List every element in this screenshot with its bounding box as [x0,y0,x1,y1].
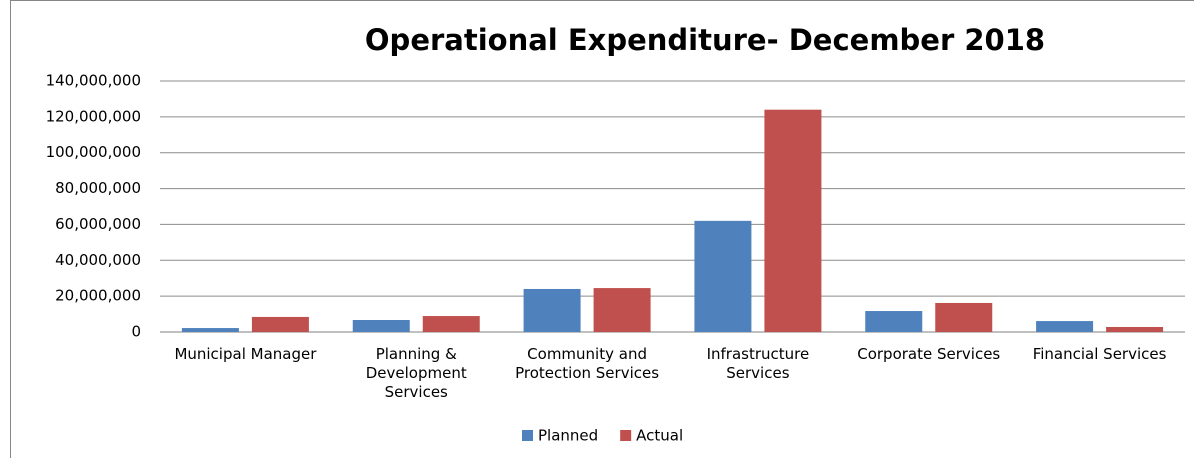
y-tick-label: 80,000,000 [55,179,141,197]
bar [694,220,752,332]
x-tick-label: Corporate Services [857,345,1001,363]
legend-swatch [522,430,533,441]
y-tick-label: 100,000,000 [46,143,141,161]
bar [523,288,581,332]
bar [1106,326,1164,332]
bar [352,319,410,332]
legend-label: Planned [538,427,598,445]
x-tick-label: Financial Services [1032,345,1167,363]
y-tick-label: 20,000,000 [55,287,141,305]
chart-border [10,0,1194,458]
x-tick-label: Community and Protection Services [515,345,660,382]
chart-title: Operational Expenditure- December 2018 [365,23,1045,57]
bar [593,288,651,332]
bar [251,316,309,332]
bar [1036,321,1094,332]
x-tick-label: Planning & Development Services [365,345,467,401]
y-tick-label: 60,000,000 [55,215,141,233]
y-tick-label: 120,000,000 [46,107,141,125]
legend-label: Actual [636,427,683,445]
bar [935,302,993,332]
bar [865,311,923,332]
y-tick-label: 40,000,000 [55,251,141,269]
legend-swatch [620,430,632,441]
bar [181,328,239,332]
x-tick-label: Municipal Manager [174,345,317,363]
y-tick-label: 140,000,000 [46,72,141,90]
bar [422,316,480,332]
y-tick-label: 0 [131,323,141,341]
x-tick-label: Infrastructure Services [706,345,810,382]
bar [764,109,822,332]
